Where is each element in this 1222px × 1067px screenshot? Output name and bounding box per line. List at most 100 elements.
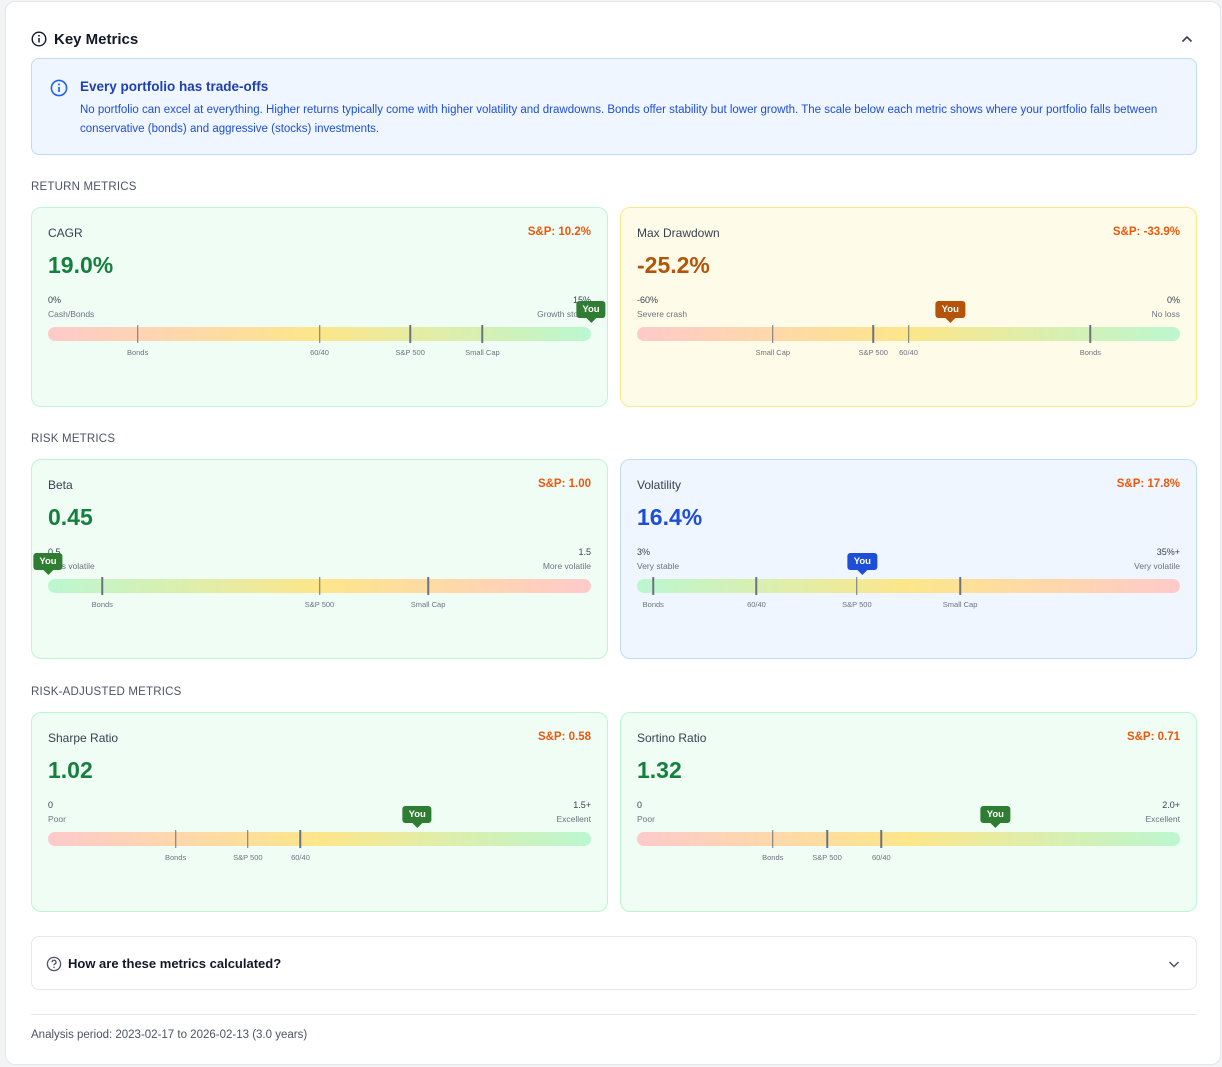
scale-marker-label: Bonds [164,853,187,862]
metric-benchmark: S&P: 0.58 [537,731,591,743]
scale-min: -60% [637,295,659,305]
scale-marker-label: S&P 500 [304,600,335,609]
metric-benchmark: S&P: 17.8% [1116,478,1180,490]
scale-marker-label: S&P 500 [858,348,888,357]
scale-marker-label: Bonds [642,600,664,609]
scale-tick [907,325,910,343]
scale-min-desc: Cash/Bonds [48,309,95,319]
scale-max: 1.5+ [573,800,591,810]
metric-title: Max Drawdown [637,226,720,240]
scale-max: 15% [572,295,591,305]
scale-bar [637,832,1180,846]
scale-marker-label: Bonds [762,853,784,862]
you-marker: You [980,806,1010,828]
scale-max-desc: No loss [1151,309,1180,319]
how-calculated-label: How are these metrics calculated? [68,956,282,971]
section-return-metrics: RETURN METRICS [31,181,137,193]
metric-value: 16.4% [637,504,703,530]
metric-title: Sortino Ratio [637,731,707,745]
how-calculated-accordion[interactable]: How are these metrics calculated? [31,936,1197,990]
you-marker: You [402,806,432,828]
scale-tick [880,830,883,848]
scale-bar [637,579,1180,593]
scale-marker-label: Small Cap [755,348,791,357]
scale-tick [101,577,104,595]
section-risk-adjusted-metrics: RISK-ADJUSTED METRICS [31,686,182,698]
scale-tick [409,325,411,343]
scale-max-desc: Very volatile [1134,561,1180,571]
scale-tick [826,830,828,848]
metric-value: 19.0% [48,252,114,278]
scale-marker-label: Bonds [91,600,113,609]
metric-benchmark: S&P: 10.2% [527,226,591,238]
scale-tick [856,577,858,595]
scale-marker-label: S&P 500 [812,853,842,862]
metric-title: CAGR [48,226,83,240]
tradeoff-title: Every portfolio has trade-offs [80,79,269,94]
metric-value: 1.32 [637,757,682,783]
metric-card-sortino: Sortino Ratio S&P: 0.71 1.32 0 Poor 2.0+… [620,712,1197,912]
help-circle-icon [46,956,62,972]
scale-tick [772,830,774,848]
scale-min: 0% [48,295,62,305]
scale-marker-label: Bonds [1079,348,1102,357]
scale-tick [427,577,429,595]
metric-title: Sharpe Ratio [48,731,119,745]
scale-tick [481,325,484,343]
info-icon [31,31,47,47]
scale-tick [299,830,302,848]
chevron-up-icon [1181,35,1193,43]
scale-max-desc: Excellent [556,814,592,824]
analysis-period: Analysis period: 2023-02-17 to 2026-02-1… [31,1029,308,1041]
scale-max-desc: Excellent [1145,814,1181,824]
scale-min-desc: Severe crash [637,309,688,319]
scale-tick [318,577,321,595]
chevron-down-icon [1168,961,1180,968]
scale-min-desc: Less volatile [48,561,95,571]
tradeoff-body: No portfolio can excel at everything. Hi… [80,104,1158,135]
scale-min-desc: Poor [48,814,66,824]
scale-tick [1089,325,1092,343]
metric-value: 0.45 [48,504,93,530]
scale-marker-label: Small Cap [465,348,500,357]
scale-tick [959,577,961,595]
you-marker: You [576,301,606,323]
you-marker: You [847,553,877,575]
scale-marker-label: 60/40 [899,348,918,357]
metric-card-sharpe: Sharpe Ratio S&P: 0.58 1.02 0 Poor 1.5+ … [31,712,608,912]
panel-header: Key Metrics [31,26,1197,52]
scale-marker-label: Bonds [126,348,149,357]
key-metrics-panel: Key Metrics Every portfolio has trade-of… [5,1,1221,1065]
scale-max-desc: Growth stocks [537,309,591,319]
metric-card-volatility: Volatility S&P: 17.8% 16.4% 3% Very stab… [620,459,1197,659]
scale-tick [755,577,758,595]
scale-min: 0 [48,800,54,810]
scale-marker-label: 60/40 [291,853,310,862]
you-marker: You [935,301,965,323]
collapse-button[interactable] [1177,29,1197,49]
scale-tick [136,325,139,343]
info-icon [50,79,68,97]
scale-tick [318,325,321,343]
scale-min: 3% [637,547,651,557]
metric-value: 1.02 [48,757,93,783]
scale-tick [247,830,249,848]
scale-marker-label: S&P 500 [842,600,872,609]
tradeoff-info-box: Every portfolio has trade-offs No portfo… [31,58,1197,155]
metric-benchmark: S&P: 0.71 [1126,731,1180,743]
footer-divider [31,1014,1197,1015]
scale-tick [772,325,774,343]
metric-title: Volatility [637,478,682,492]
scale-min: 0 [637,800,643,810]
scale-tick [652,577,655,595]
metric-value: -25.2% [637,252,710,278]
section-risk-metrics: RISK METRICS [31,433,116,445]
metric-title: Beta [48,478,73,492]
scale-bar [48,832,591,846]
scale-marker-label: Small Cap [942,600,978,609]
metric-benchmark: S&P: 1.00 [537,478,591,490]
scale-marker-label: S&P 500 [395,348,425,357]
panel-title: Key Metrics [54,30,139,48]
metric-card-beta: Beta S&P: 1.00 0.45 0.5 Less volatile 1.… [31,459,608,659]
scale-max: 35%+ [1156,547,1180,557]
